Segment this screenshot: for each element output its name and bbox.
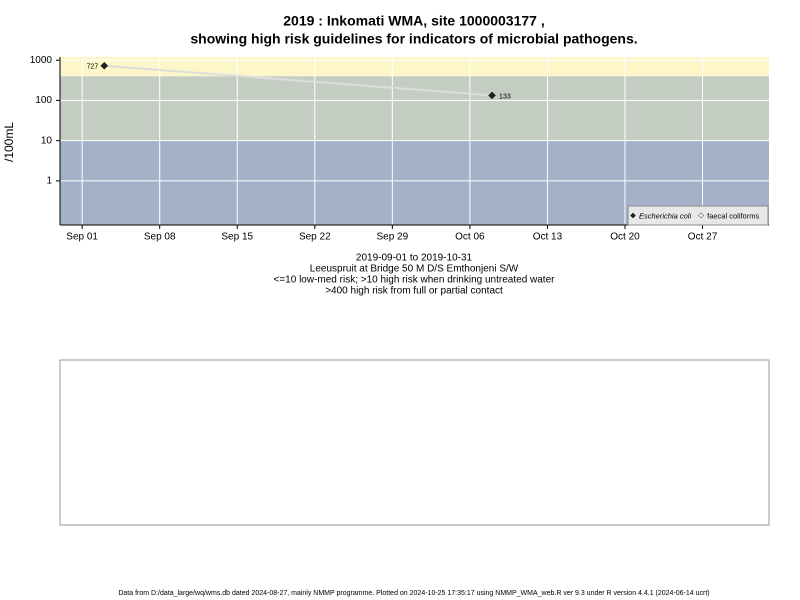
note: <=10 low-med risk; >10 high risk when dr… bbox=[274, 275, 556, 286]
note: Leeuspruit at Bridge 50 M D/S Emthonjeni… bbox=[310, 264, 519, 275]
chart-title: 2019 : Inkomati WMA, site 1000003177 , bbox=[283, 13, 544, 29]
x-tick-label: Oct 27 bbox=[688, 232, 718, 243]
y-tick-label: 1000 bbox=[30, 55, 53, 66]
y-axis-label: /100mL bbox=[2, 122, 16, 162]
chart-subtitle: showing high risk guidelines for indicat… bbox=[190, 31, 637, 47]
note: >400 high risk from full or partial cont… bbox=[325, 286, 503, 297]
x-tick-label: Sep 22 bbox=[299, 232, 331, 243]
footer: Data from D:/data_large/wq/wms.db dated … bbox=[118, 590, 709, 597]
risk-band bbox=[60, 76, 769, 140]
data-label: 727 bbox=[87, 64, 99, 71]
x-tick-label: Oct 13 bbox=[533, 232, 563, 243]
legend-label: Escherichia coli bbox=[639, 211, 691, 220]
x-tick-label: Sep 08 bbox=[144, 232, 176, 243]
y-tick-label: 1 bbox=[46, 176, 52, 187]
x-tick-label: Oct 06 bbox=[455, 232, 485, 243]
y-tick-label: 10 bbox=[41, 135, 53, 146]
note: 2019-09-01 to 2019-10-31 bbox=[356, 253, 473, 264]
x-tick-label: Sep 29 bbox=[376, 232, 408, 243]
legend-label: faecal coliforms bbox=[707, 211, 759, 220]
data-label: 133 bbox=[499, 93, 511, 100]
x-tick-label: Sep 01 bbox=[66, 232, 98, 243]
x-tick-label: Sep 15 bbox=[221, 232, 253, 243]
empty-panel bbox=[60, 360, 769, 525]
y-tick-label: 100 bbox=[35, 95, 52, 106]
x-tick-label: Oct 20 bbox=[610, 232, 640, 243]
